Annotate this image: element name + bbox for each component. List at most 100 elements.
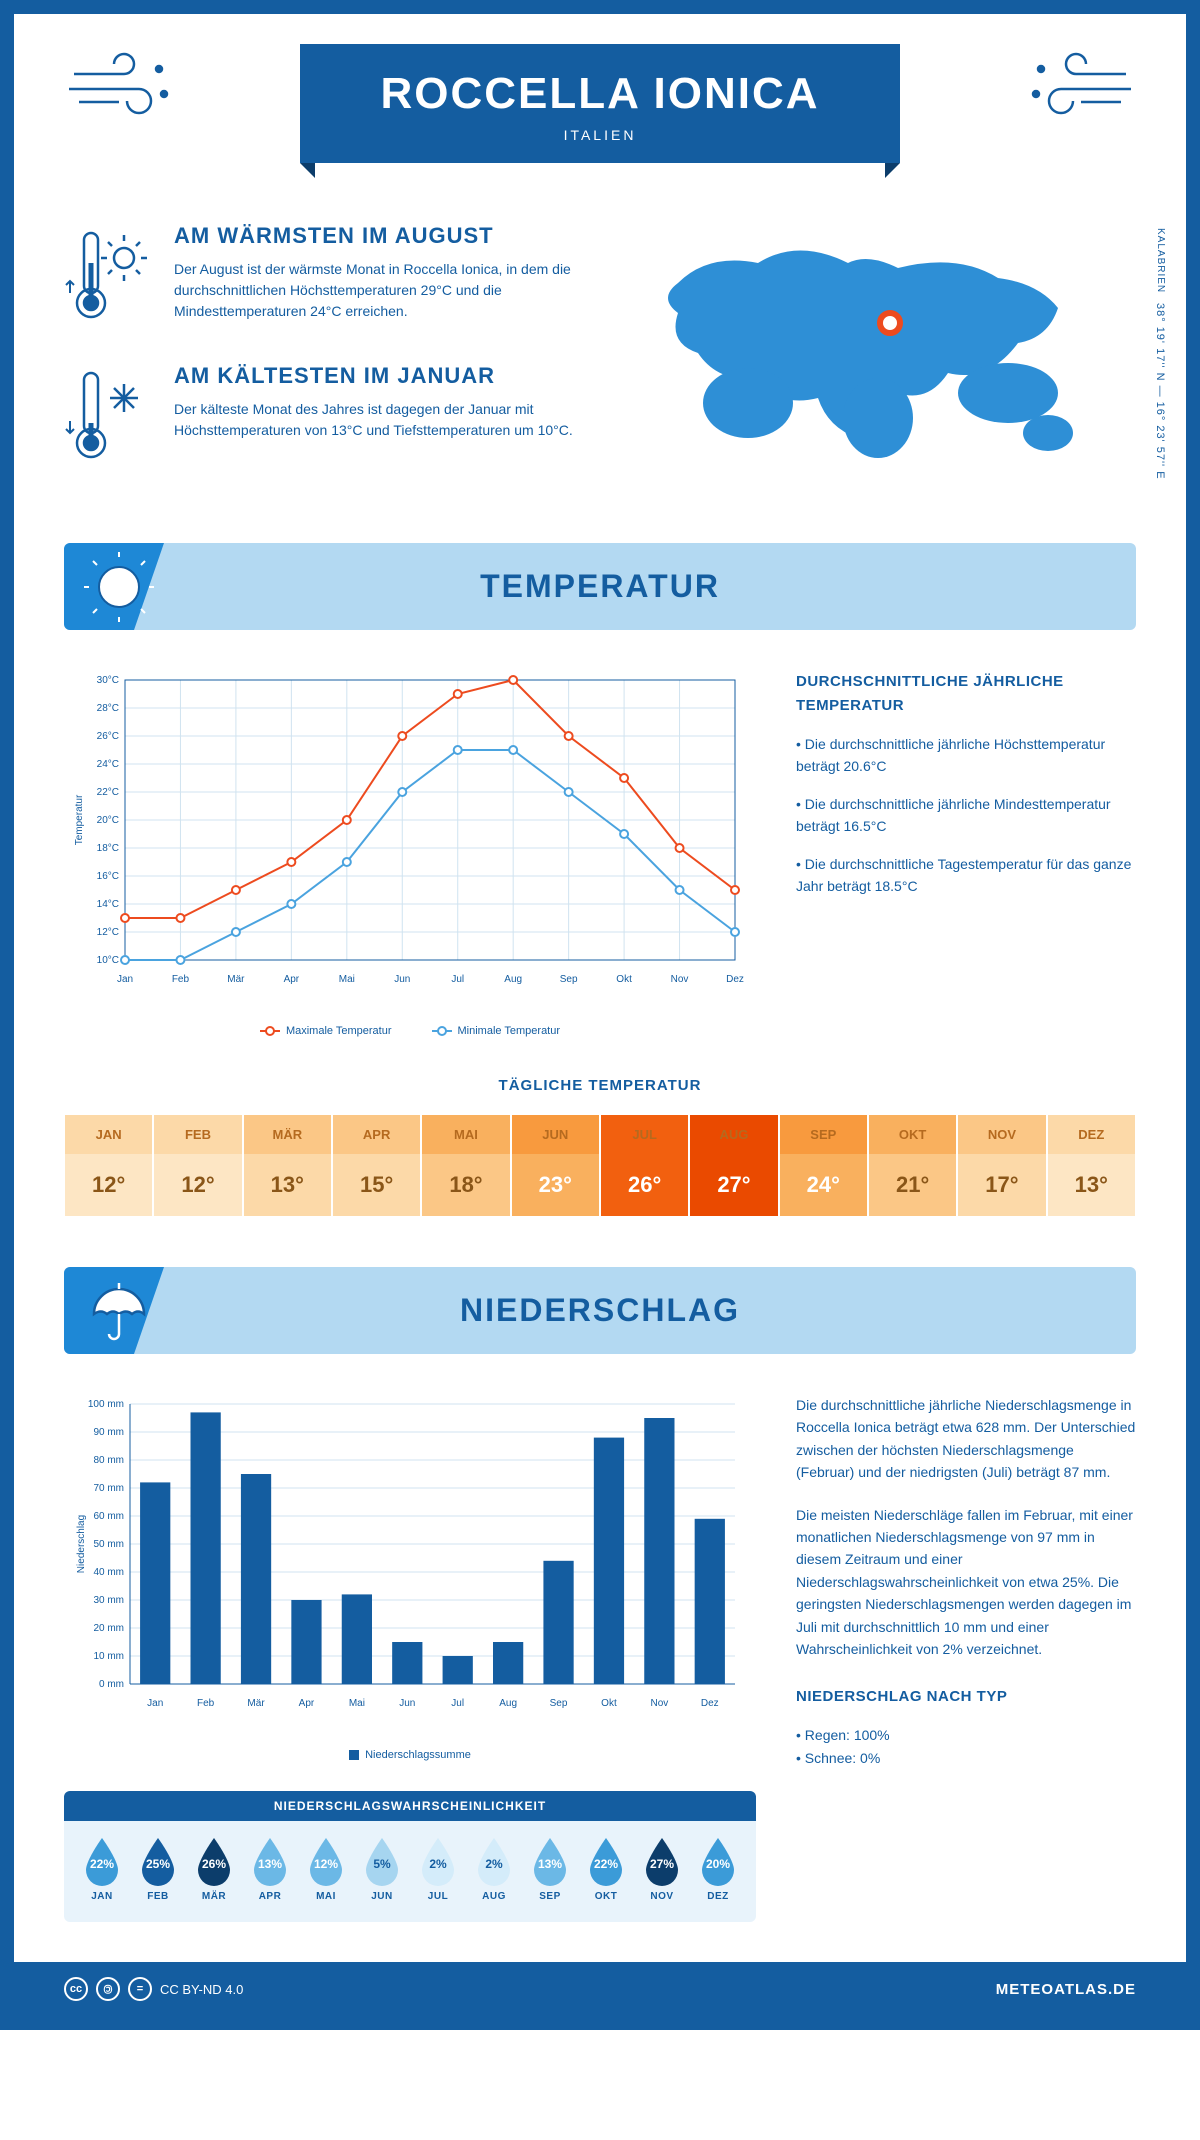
svg-text:20 mm: 20 mm bbox=[93, 1623, 124, 1634]
svg-text:Okt: Okt bbox=[616, 974, 632, 985]
temp-cell: DEZ13° bbox=[1048, 1115, 1135, 1216]
svg-text:Jul: Jul bbox=[451, 1698, 464, 1709]
svg-text:80 mm: 80 mm bbox=[93, 1455, 124, 1466]
svg-text:10°C: 10°C bbox=[97, 955, 119, 966]
temp-bullet-3: • Die durchschnittliche Tagestemperatur … bbox=[796, 853, 1136, 898]
daily-temp-title: TÄGLICHE TEMPERATUR bbox=[64, 1077, 1136, 1094]
prob-cell: 12%MAI bbox=[298, 1836, 354, 1902]
footer: cc 🄯 = CC BY-ND 4.0 METEOATLAS.DE bbox=[14, 1962, 1186, 2016]
svg-text:Mai: Mai bbox=[339, 974, 355, 985]
prob-cell: 22%JAN bbox=[74, 1836, 130, 1902]
coldest-title: AM KÄLTESTEN IM JANUAR bbox=[174, 363, 580, 389]
svg-text:60 mm: 60 mm bbox=[93, 1511, 124, 1522]
svg-text:Aug: Aug bbox=[499, 1698, 517, 1709]
temp-cell: MAI18° bbox=[422, 1115, 511, 1216]
svg-text:0 mm: 0 mm bbox=[99, 1679, 124, 1690]
page-subtitle: ITALIEN bbox=[380, 127, 819, 143]
svg-text:Jan: Jan bbox=[117, 974, 133, 985]
svg-text:Temperatur: Temperatur bbox=[74, 794, 85, 845]
svg-text:Dez: Dez bbox=[701, 1698, 719, 1709]
svg-text:Mär: Mär bbox=[227, 974, 245, 985]
temp-cell: OKT21° bbox=[869, 1115, 958, 1216]
prob-cell: 27%NOV bbox=[634, 1836, 690, 1902]
legend-precip: Niederschlagssumme bbox=[365, 1749, 471, 1761]
svg-text:16°C: 16°C bbox=[97, 871, 119, 882]
temperature-chart: 10°C12°C14°C16°C18°C20°C22°C24°C26°C28°C… bbox=[64, 670, 756, 1037]
sun-icon bbox=[84, 552, 154, 622]
svg-text:Apr: Apr bbox=[284, 974, 300, 985]
precip-legend: Niederschlagssumme bbox=[64, 1749, 756, 1761]
temp-cell: JUL26° bbox=[601, 1115, 690, 1216]
legend-min: Minimale Temperatur bbox=[458, 1025, 561, 1037]
prob-cell: 20%DEZ bbox=[690, 1836, 746, 1902]
svg-text:Sep: Sep bbox=[550, 1698, 568, 1709]
prob-title: NIEDERSCHLAGSWAHRSCHEINLICHKEIT bbox=[64, 1791, 756, 1821]
header: ROCCELLA IONICA ITALIEN bbox=[64, 14, 1136, 203]
temperature-legend: .legend-swatch[style*='ed4b1f']::after{b… bbox=[64, 1025, 756, 1037]
prob-cell: 2%JUL bbox=[410, 1836, 466, 1902]
temp-cell: APR15° bbox=[333, 1115, 422, 1216]
coordinates: 38° 19' 17'' N — 16° 23' 57'' E bbox=[1154, 303, 1166, 480]
svg-text:40 mm: 40 mm bbox=[93, 1567, 124, 1578]
page-title: ROCCELLA IONICA bbox=[380, 69, 819, 119]
temp-cell: JAN12° bbox=[65, 1115, 154, 1216]
nd-icon: = bbox=[128, 1977, 152, 2001]
svg-text:Okt: Okt bbox=[601, 1698, 617, 1709]
prob-cell: 2%AUG bbox=[466, 1836, 522, 1902]
temp-text-heading: DURCHSCHNITTLICHE JÄHRLICHE TEMPERATUR bbox=[796, 670, 1136, 718]
coldest-text: Der kälteste Monat des Jahres ist dagege… bbox=[174, 399, 580, 441]
svg-text:90 mm: 90 mm bbox=[93, 1427, 124, 1438]
temp-cell: FEB12° bbox=[154, 1115, 243, 1216]
prob-cell: 22%OKT bbox=[578, 1836, 634, 1902]
svg-text:10 mm: 10 mm bbox=[93, 1651, 124, 1662]
precip-para-2: Die meisten Niederschläge fallen im Febr… bbox=[796, 1504, 1136, 1661]
temp-bullet-2: • Die durchschnittliche jährliche Mindes… bbox=[796, 793, 1136, 838]
svg-text:20°C: 20°C bbox=[97, 815, 119, 826]
legend-max: Maximale Temperatur bbox=[286, 1025, 392, 1037]
precip-probability-box: NIEDERSCHLAGSWAHRSCHEINLICHKEIT 22%JAN25… bbox=[64, 1791, 756, 1922]
region-label: KALABRIEN bbox=[1155, 228, 1166, 293]
prob-cell: 13%APR bbox=[242, 1836, 298, 1902]
title-banner: ROCCELLA IONICA ITALIEN bbox=[300, 44, 899, 163]
svg-text:Aug: Aug bbox=[504, 974, 522, 985]
svg-text:Mär: Mär bbox=[247, 1698, 265, 1709]
precipitation-section-header: NIEDERSCHLAG bbox=[64, 1267, 1136, 1354]
svg-text:Niederschlag: Niederschlag bbox=[76, 1515, 87, 1573]
precipitation-chart: 0 mm10 mm20 mm30 mm40 mm50 mm60 mm70 mm8… bbox=[64, 1394, 756, 1922]
warmest-fact: AM WÄRMSTEN IM AUGUST Der August ist der… bbox=[64, 223, 580, 333]
svg-text:100 mm: 100 mm bbox=[88, 1399, 124, 1410]
prob-cell: 5%JUN bbox=[354, 1836, 410, 1902]
temperature-section-header: TEMPERATUR bbox=[64, 543, 1136, 630]
svg-text:Dez: Dez bbox=[726, 974, 744, 985]
precip-type-1: • Regen: 100% bbox=[796, 1724, 1136, 1746]
cc-icon: cc bbox=[64, 1977, 88, 2001]
warmest-title: AM WÄRMSTEN IM AUGUST bbox=[174, 223, 580, 249]
svg-text:Feb: Feb bbox=[172, 974, 190, 985]
world-map: KALABRIEN 38° 19' 17'' N — 16° 23' 57'' … bbox=[620, 223, 1136, 503]
svg-text:Nov: Nov bbox=[671, 974, 689, 985]
temperature-summary: DURCHSCHNITTLICHE JÄHRLICHE TEMPERATUR •… bbox=[796, 670, 1136, 1037]
warmest-text: Der August ist der wärmste Monat in Rocc… bbox=[174, 259, 580, 322]
temp-bullet-1: • Die durchschnittliche jährliche Höchst… bbox=[796, 733, 1136, 778]
wind-icon bbox=[1016, 44, 1136, 124]
svg-text:14°C: 14°C bbox=[97, 899, 119, 910]
svg-text:Jul: Jul bbox=[451, 974, 464, 985]
svg-text:18°C: 18°C bbox=[97, 843, 119, 854]
temp-cell: AUG27° bbox=[690, 1115, 779, 1216]
precipitation-summary: Die durchschnittliche jährliche Niedersc… bbox=[796, 1394, 1136, 1922]
temp-cell: NOV17° bbox=[958, 1115, 1047, 1216]
prob-cell: 25%FEB bbox=[130, 1836, 186, 1902]
svg-text:12°C: 12°C bbox=[97, 927, 119, 938]
svg-text:24°C: 24°C bbox=[97, 759, 119, 770]
temp-cell: SEP24° bbox=[780, 1115, 869, 1216]
svg-text:Feb: Feb bbox=[197, 1698, 215, 1709]
svg-text:Jun: Jun bbox=[394, 974, 410, 985]
license-text: CC BY-ND 4.0 bbox=[160, 1982, 243, 1997]
svg-text:Apr: Apr bbox=[299, 1698, 315, 1709]
intro-section: AM WÄRMSTEN IM AUGUST Der August ist der… bbox=[64, 203, 1136, 543]
svg-text:26°C: 26°C bbox=[97, 731, 119, 742]
svg-text:Nov: Nov bbox=[650, 1698, 668, 1709]
temperature-heading: TEMPERATUR bbox=[64, 568, 1136, 605]
thermometer-hot-icon bbox=[64, 223, 154, 333]
svg-text:70 mm: 70 mm bbox=[93, 1483, 124, 1494]
